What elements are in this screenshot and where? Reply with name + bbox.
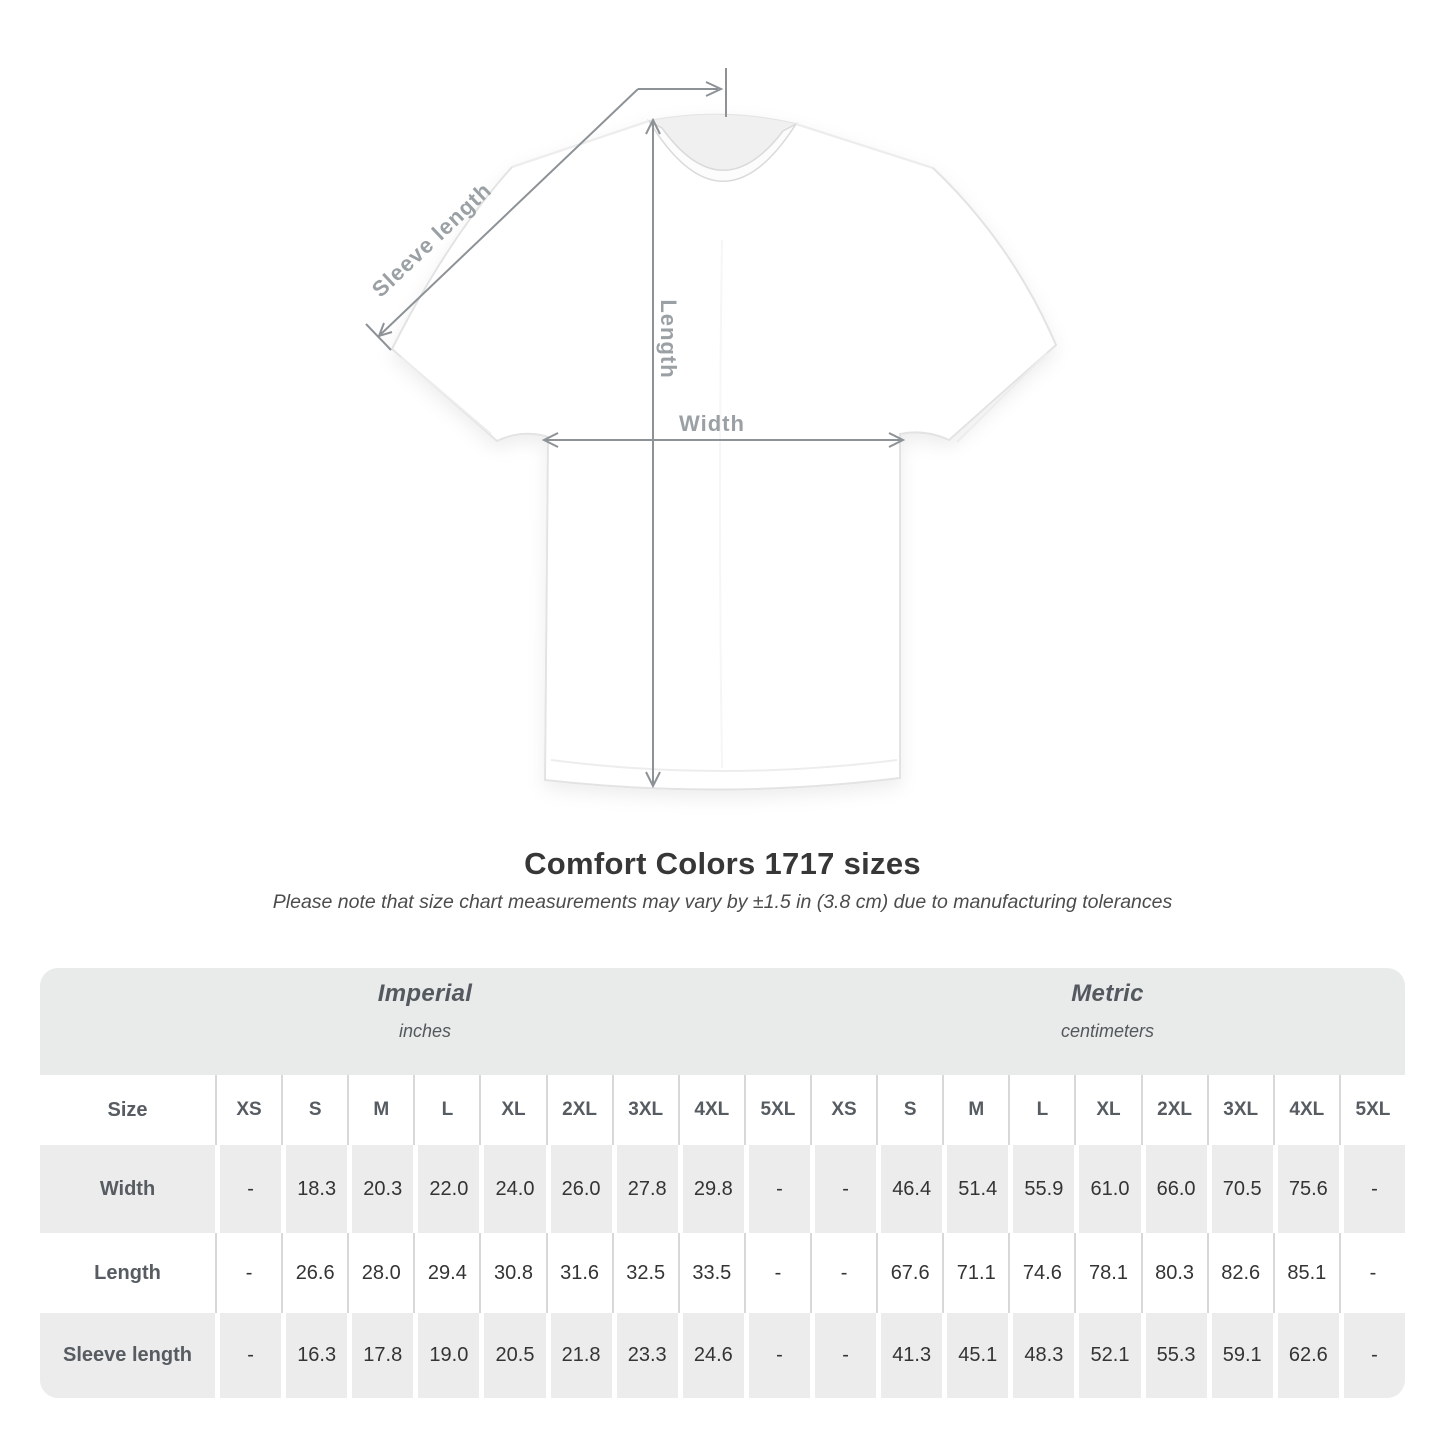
value-cell: 32.5	[611, 1233, 678, 1313]
value-cell: 80.3	[1140, 1233, 1207, 1313]
imperial-title: Imperial	[377, 979, 473, 1007]
size-column-header: Size	[40, 1075, 215, 1145]
value-cell: 22.0	[413, 1145, 480, 1233]
imperial-unit: inches	[398, 1020, 452, 1041]
value-cell: -	[215, 1313, 282, 1398]
value-cell: 74.6	[1008, 1233, 1075, 1313]
value-cell: 20.3	[347, 1145, 414, 1233]
tshirt-diagram: Sleeve length Length Width	[365, 68, 1058, 791]
size-header-cell: XS	[810, 1075, 877, 1145]
value-cell: 33.5	[677, 1233, 744, 1313]
tolerance-note: Please note that size chart measurements…	[272, 890, 1173, 913]
value-cell: 30.8	[479, 1233, 546, 1313]
size-header-cell: 3XL	[611, 1075, 678, 1145]
value-cell: 78.1	[1074, 1233, 1141, 1313]
value-cell: -	[215, 1145, 282, 1233]
size-header-cell: M	[347, 1075, 414, 1145]
length-label: Length	[656, 299, 681, 378]
tshirt-graphic	[390, 113, 1058, 791]
value-cell: 21.8	[545, 1313, 612, 1398]
size-table: Imperial inches Metric centimeters Size …	[40, 968, 1405, 1398]
width-arrow	[541, 432, 906, 448]
size-header-cell: L	[413, 1075, 480, 1145]
size-header-cell: XL	[1074, 1075, 1141, 1145]
size-header-cell: XS	[215, 1075, 282, 1145]
metric-band: Metric centimeters	[810, 968, 1405, 1075]
value-cell: -	[1338, 1233, 1405, 1313]
size-header-cell: 2XL	[545, 1075, 612, 1145]
value-cell: 23.3	[611, 1313, 678, 1398]
length-arrow	[645, 117, 661, 789]
value-cell: 85.1	[1272, 1233, 1339, 1313]
size-header-cell: 4XL	[1272, 1075, 1339, 1145]
value-cell: 71.1	[942, 1233, 1009, 1313]
value-cell: -	[743, 1313, 810, 1398]
value-cell: 70.5	[1206, 1145, 1273, 1233]
value-cell: 48.3	[1008, 1313, 1075, 1398]
value-cell: 46.4	[876, 1145, 943, 1233]
value-cell: 16.3	[281, 1313, 348, 1398]
value-cell: 26.6	[281, 1233, 348, 1313]
value-cell: 62.6	[1272, 1313, 1339, 1398]
value-cell: 82.6	[1206, 1233, 1273, 1313]
value-cell: 19.0	[413, 1313, 480, 1398]
row-label-width: Width	[40, 1145, 215, 1233]
value-cell: 61.0	[1074, 1145, 1141, 1233]
value-cell: 67.6	[876, 1233, 943, 1313]
value-cell: 20.5	[479, 1313, 546, 1398]
size-header-cell: 5XL	[743, 1075, 810, 1145]
page-title: Comfort Colors 1717 sizes	[524, 846, 921, 881]
row-label-length: Length	[40, 1233, 215, 1313]
value-cell: 75.6	[1272, 1145, 1339, 1233]
size-header-cell: 2XL	[1140, 1075, 1207, 1145]
value-cell: 55.3	[1140, 1313, 1207, 1398]
size-header-cell: 4XL	[677, 1075, 744, 1145]
value-cell: 59.1	[1206, 1313, 1273, 1398]
imperial-band: Imperial inches	[40, 968, 810, 1075]
row-label-sleeve-length: Sleeve length	[40, 1313, 215, 1398]
size-header-cell: 5XL	[1338, 1075, 1405, 1145]
value-cell: 52.1	[1074, 1313, 1141, 1398]
value-cell: 24.0	[479, 1145, 546, 1233]
value-cell: -	[743, 1233, 810, 1313]
value-cell: 41.3	[876, 1313, 943, 1398]
value-cell: 45.1	[942, 1313, 1009, 1398]
value-cell: 18.3	[281, 1145, 348, 1233]
value-cell: 31.6	[545, 1233, 612, 1313]
size-header-cell: XL	[479, 1075, 546, 1145]
value-cell: 66.0	[1140, 1145, 1207, 1233]
value-cell: 55.9	[1008, 1145, 1075, 1233]
value-cell: -	[810, 1145, 877, 1233]
size-header-cell: L	[1008, 1075, 1075, 1145]
sleeve-length-arrow	[365, 68, 727, 351]
value-cell: 29.8	[677, 1145, 744, 1233]
value-cell: -	[215, 1233, 282, 1313]
metric-title: Metric	[1071, 979, 1144, 1007]
size-header-cell: S	[876, 1075, 943, 1145]
value-cell: 28.0	[347, 1233, 414, 1313]
width-label: Width	[679, 411, 745, 436]
value-cell: -	[810, 1233, 877, 1313]
value-cell: 24.6	[677, 1313, 744, 1398]
value-cell: 29.4	[413, 1233, 480, 1313]
value-cell: -	[1338, 1145, 1405, 1233]
size-header-cell: M	[942, 1075, 1009, 1145]
size-header-cell: 3XL	[1206, 1075, 1273, 1145]
value-cell: 51.4	[942, 1145, 1009, 1233]
value-cell: -	[1338, 1313, 1405, 1398]
value-cell: -	[743, 1145, 810, 1233]
value-cell: 17.8	[347, 1313, 414, 1398]
value-cell: 27.8	[611, 1145, 678, 1233]
metric-unit: centimeters	[1060, 1020, 1155, 1041]
heading-block: Comfort Colors 1717 sizes Please note th…	[0, 846, 1445, 914]
value-cell: 26.0	[545, 1145, 612, 1233]
value-cell: -	[810, 1313, 877, 1398]
size-header-cell: S	[281, 1075, 348, 1145]
